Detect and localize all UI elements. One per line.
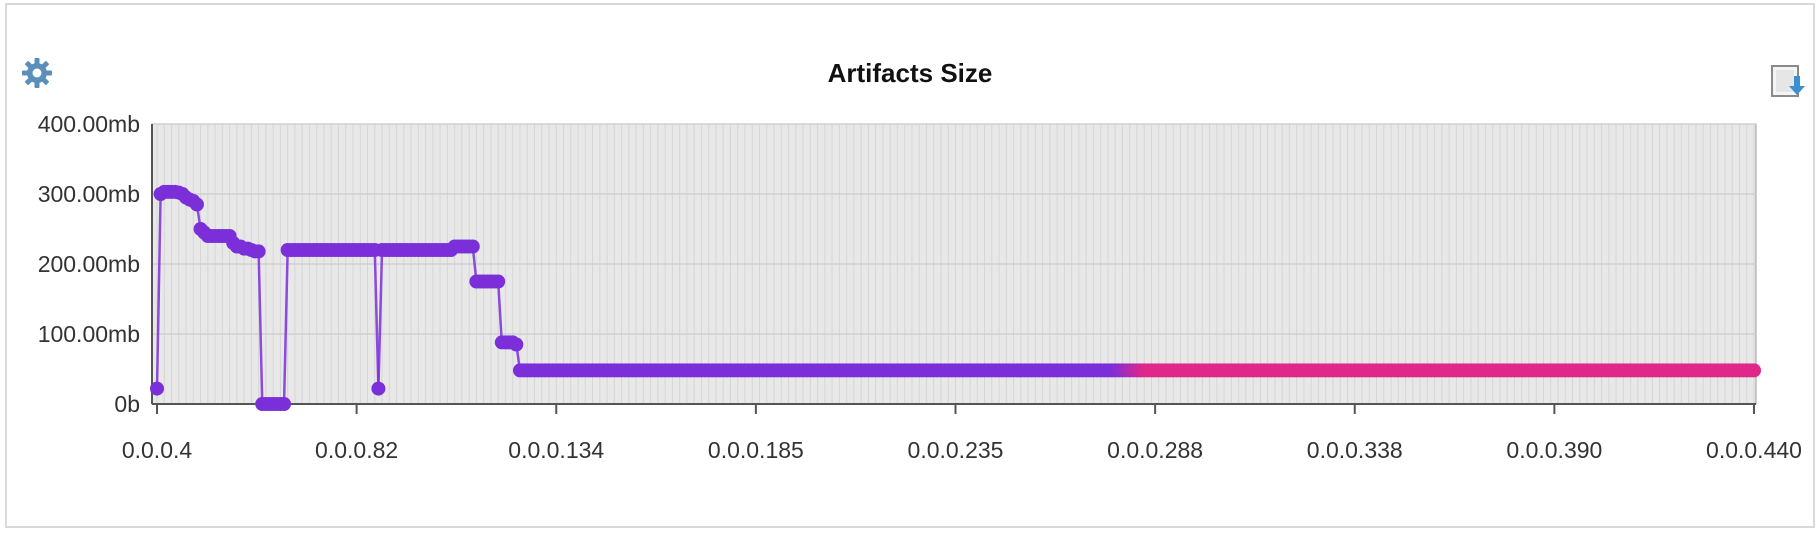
data-point [465,239,480,254]
y-tick-label: 300.00mb [38,181,140,207]
x-tick-label: 0.0.0.235 [908,437,1004,463]
data-point [371,381,386,396]
x-tick-label: 0.0.0.134 [508,437,604,463]
y-tick-label: 200.00mb [38,251,140,277]
data-point [509,337,524,352]
data-point [491,274,506,289]
data-point [150,381,164,396]
x-tick-label: 0.0.0.440 [1706,437,1802,463]
x-tick-label: 0.0.0.185 [708,437,804,463]
series-line-segment [257,251,264,405]
gear-icon[interactable] [20,56,54,90]
series-line-segment [155,193,162,389]
x-axis: 0.0.0.4 0.0.0.82 0.0.0.134 0.0.0.185 0.0.0.2… [122,124,1802,463]
data-point [277,397,292,411]
series-points [150,184,1761,411]
data-point [251,244,266,259]
x-tick-label: 0.0.0.4 [122,437,193,463]
series-line-segment [377,249,384,389]
series-line-segment [496,281,504,343]
y-tick-label: 400.00mb [38,111,140,137]
x-tick-label: 0.0.0.288 [1107,437,1203,463]
y-tick-label: 100.00mb [38,321,140,347]
series-line-segment [282,249,289,405]
x-tick-label: 0.0.0.82 [315,437,398,463]
y-axis: 0b 100.00mb 200.00mb 300.00mb 400.00mb [38,111,140,417]
data-point [1747,363,1761,378]
chart-title: Artifacts Size [827,58,993,88]
x-tick-label: 0.0.0.338 [1307,437,1403,463]
export-download-icon[interactable] [1770,64,1808,102]
data-point [189,197,204,212]
x-tick-label: 0.0.0.390 [1506,437,1602,463]
y-tick-label: 0b [114,391,140,417]
